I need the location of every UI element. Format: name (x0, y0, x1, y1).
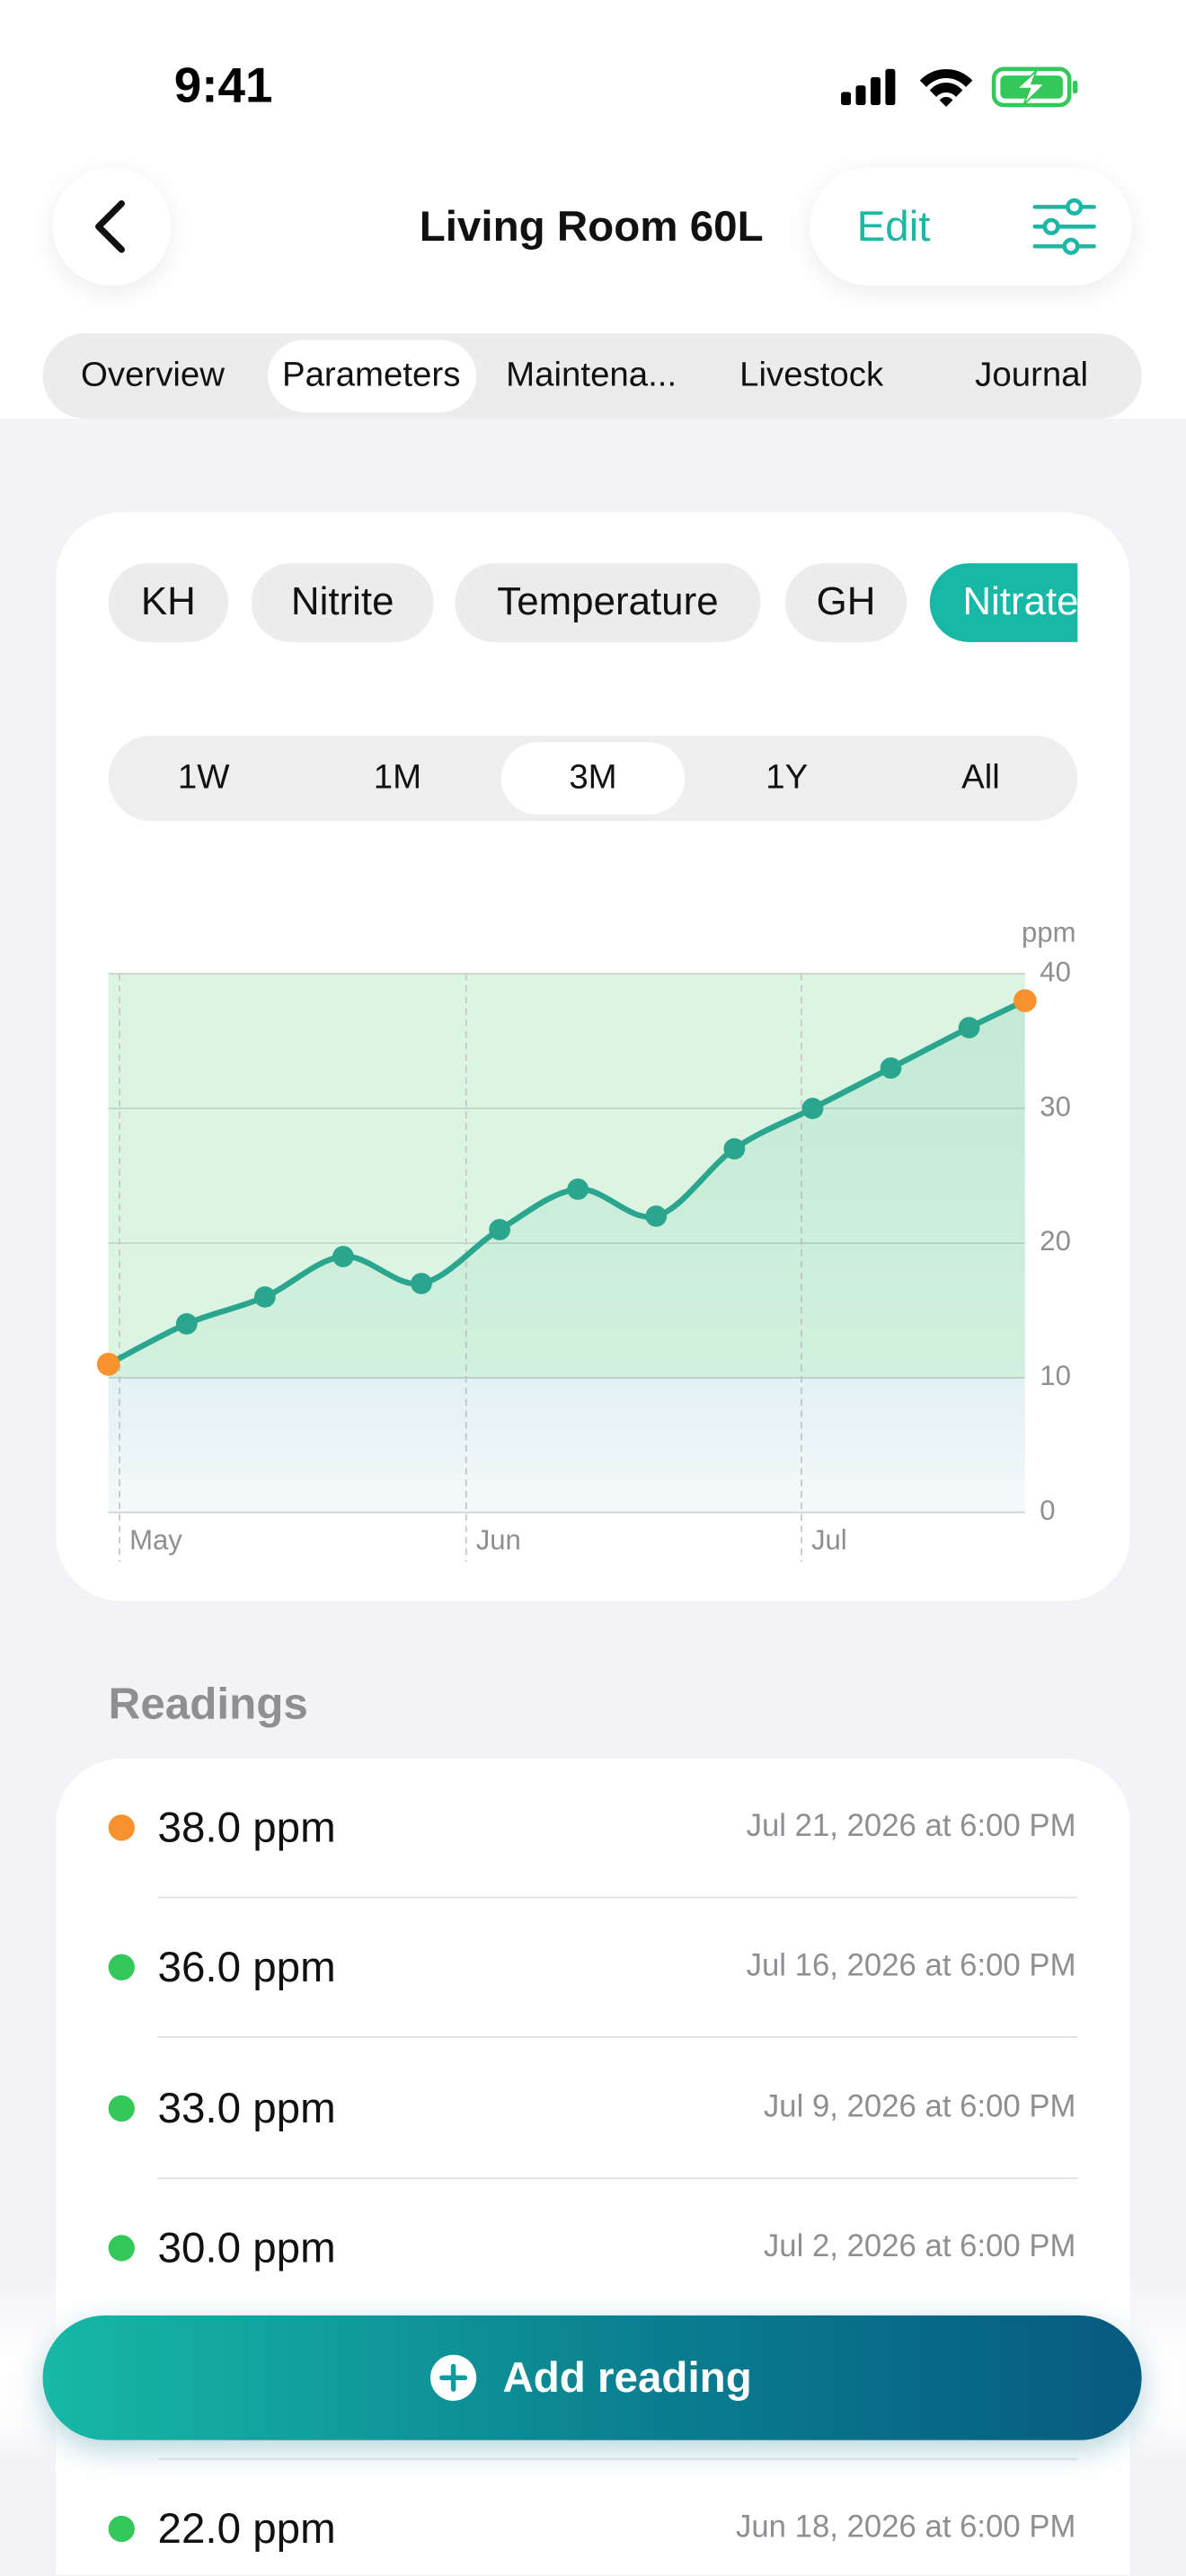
y-tick-label: 10 (1040, 1360, 1071, 1391)
point-marker (567, 1178, 589, 1200)
status-dot (108, 1954, 135, 1981)
reading-date: Jun 18, 2026 at 6:00 PM (735, 2510, 1076, 2545)
point-marker (489, 1219, 510, 1240)
x-tick-label: May (129, 1524, 182, 1556)
reading-date: Jul 21, 2026 at 6:00 PM (746, 1809, 1076, 1845)
x-tick-label: Jul (811, 1524, 847, 1556)
y-tick-label: 0 (1040, 1495, 1055, 1526)
point-marker (958, 1017, 980, 1039)
reading-date: Jul 9, 2026 at 6:00 PM (763, 2090, 1076, 2125)
parameter-chip[interactable]: GH (784, 563, 907, 642)
range-option[interactable]: 3M (569, 758, 617, 797)
row-separator (157, 1896, 1078, 1899)
status-time: 9:41 (173, 58, 273, 114)
tab-bar (42, 333, 1142, 419)
y-tick-label: 30 (1040, 1090, 1071, 1122)
range-option[interactable]: 1M (373, 758, 422, 797)
add-reading-button[interactable]: Add reading (42, 2315, 1142, 2440)
series-area (108, 1001, 1025, 1513)
reading-value[interactable]: 22.0 ppm (157, 2503, 336, 2554)
chart: ppm 0 10 20 30 40 May Jun Jul (96, 916, 1076, 1562)
parameter-chip[interactable]: KH (108, 563, 229, 642)
status-dot (108, 1814, 135, 1841)
parameter-chip[interactable]: Nitrate (929, 563, 1078, 642)
tab[interactable]: Parameters (281, 356, 461, 394)
range-option[interactable]: 1W (177, 758, 230, 797)
back-icon (95, 200, 125, 253)
tab-selected-bg (268, 340, 477, 412)
reading-value[interactable]: 33.0 ppm (157, 2083, 336, 2132)
status-dot (108, 2515, 135, 2543)
endpoint-marker (96, 1353, 120, 1376)
point-marker (253, 1286, 276, 1308)
header-title: Living Room 60L (419, 200, 764, 251)
y-tick-label: 40 (1040, 956, 1071, 987)
reading-date: Jul 16, 2026 at 6:00 PM (746, 1949, 1076, 1984)
range-selected-bg (500, 742, 686, 815)
point-marker (880, 1057, 902, 1079)
add-reading-label: Add reading (502, 2351, 752, 2402)
range-option[interactable]: 1Y (766, 758, 809, 797)
point-marker (411, 1273, 432, 1294)
reading-date: Jul 2, 2026 at 6:00 PM (763, 2229, 1076, 2265)
status-dot (108, 2235, 135, 2262)
reading-value[interactable]: 30.0 ppm (157, 2222, 336, 2272)
parameter-chips: KH Nitrite Temperature GH Nitrate (108, 542, 1078, 673)
status-icons (841, 66, 1078, 108)
back-button[interactable] (52, 167, 172, 287)
point-marker (723, 1138, 746, 1160)
row-separator (157, 2177, 1078, 2180)
endpoint-marker (1013, 989, 1037, 1012)
filter-button[interactable] (1031, 197, 1097, 256)
y-tick-label: 20 (1040, 1225, 1071, 1257)
tab[interactable]: Maintena... (506, 356, 677, 394)
x-tick-label: Jun (476, 1524, 521, 1556)
point-marker (801, 1098, 824, 1119)
parameter-chip[interactable]: Temperature (455, 563, 761, 642)
tab[interactable]: Overview (81, 356, 226, 394)
plus-icon (430, 2354, 477, 2401)
parameter-chip[interactable]: Nitrite (251, 563, 434, 642)
status-dot (108, 2095, 135, 2122)
tab[interactable]: Journal (975, 356, 1089, 394)
range-option[interactable]: All (961, 758, 1000, 797)
edit-button[interactable]: Edit (856, 200, 931, 251)
point-marker (175, 1313, 198, 1335)
tab[interactable]: Livestock (739, 356, 884, 394)
reading-value[interactable]: 38.0 ppm (157, 1802, 336, 1852)
point-marker (332, 1246, 354, 1267)
row-separator (157, 2036, 1078, 2038)
reading-value[interactable]: 36.0 ppm (157, 1941, 336, 1991)
point-marker (645, 1205, 668, 1227)
readings-title: Readings (108, 1679, 308, 1729)
y-unit: ppm (1022, 916, 1075, 948)
